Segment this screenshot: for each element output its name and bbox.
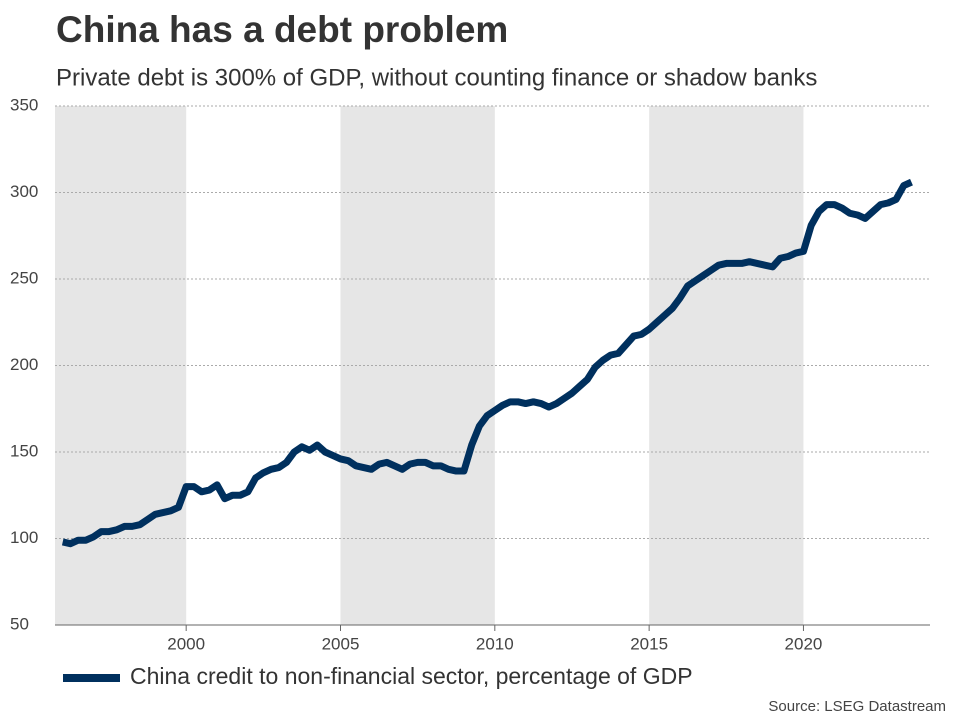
x-tick-label: 2010	[476, 634, 514, 653]
y-tick-label: 250	[10, 268, 38, 287]
x-tick-label: 2020	[785, 634, 823, 653]
y-tick-label: 350	[10, 95, 38, 114]
plot	[61, 178, 913, 548]
y-tick-label: 300	[10, 182, 38, 201]
y-tick-label: 50	[10, 614, 29, 633]
chart-title: China has a debt problem	[56, 9, 508, 50]
grid: 50 100 150 200 250 300 350 2000 2005 2010 2015 2020	[10, 95, 930, 653]
shade-band	[340, 106, 495, 625]
x-tick-label: 2005	[322, 634, 360, 653]
y-tick-label: 200	[10, 355, 38, 374]
data-line	[61, 178, 913, 548]
x-tick-label: 2015	[630, 634, 668, 653]
y-tick-label: 150	[10, 441, 38, 460]
legend-label: China credit to non-financial sector, pe…	[130, 663, 693, 689]
y-tick-label: 100	[10, 528, 38, 547]
shade-band	[649, 106, 804, 625]
source-note: Source: LSEG Datastream	[768, 698, 946, 715]
x-tick-label: 2000	[167, 634, 205, 653]
chart-subtitle: Private debt is 300% of GDP, without cou…	[56, 64, 817, 91]
